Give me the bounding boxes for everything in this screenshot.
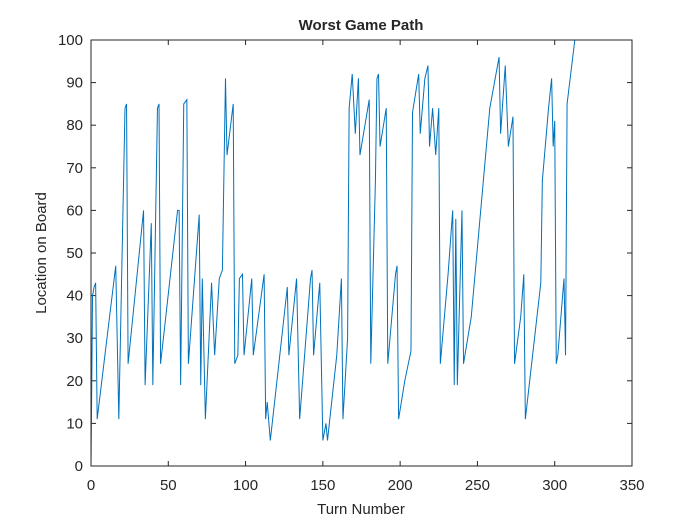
- y-tick-label: 90: [66, 75, 83, 92]
- y-tick-label: 40: [66, 288, 83, 305]
- y-tick-label: 30: [66, 330, 83, 347]
- x-tick-label: 100: [233, 477, 258, 494]
- y-tick-label: 100: [58, 32, 83, 49]
- x-tick-label: 300: [542, 477, 567, 494]
- x-axis-label: Turn Number: [317, 501, 405, 518]
- x-tick-label: 50: [160, 477, 177, 494]
- y-tick-label: 50: [66, 245, 83, 262]
- chart-title: Worst Game Path: [299, 17, 424, 34]
- y-axis-label: Location on Board: [33, 192, 50, 314]
- x-tick-label: 350: [619, 477, 644, 494]
- y-tick-label: 20: [66, 373, 83, 390]
- x-tick-label: 250: [465, 477, 490, 494]
- y-tick-label: 10: [66, 415, 83, 432]
- y-tick-label: 60: [66, 202, 83, 219]
- data-line: [90, 39, 576, 467]
- x-tick-label: 200: [388, 477, 413, 494]
- y-tick-label: 0: [75, 458, 83, 475]
- y-tick-label: 80: [66, 117, 83, 134]
- x-tick-label: 150: [310, 477, 335, 494]
- x-tick-label: 0: [87, 477, 95, 494]
- y-tick-label: 70: [66, 160, 83, 177]
- axes-box: [90, 39, 633, 467]
- plot-area: [91, 40, 632, 466]
